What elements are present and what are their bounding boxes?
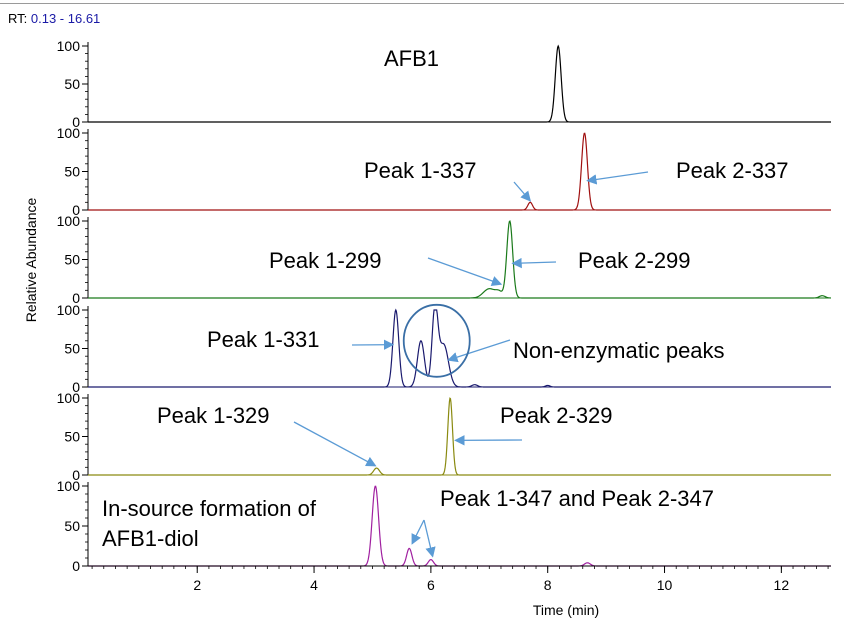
annotation-arrow	[411, 519, 425, 545]
panel-m337: 0 50 100 Peak 1-337 Peak 2-337	[57, 125, 831, 218]
rt-label: RT:	[8, 11, 28, 26]
y-tick-label: 0	[72, 114, 80, 130]
y-tick-label: 50	[64, 76, 80, 92]
annotation-label: Peak 1-331	[207, 327, 320, 352]
y-tick-label: 50	[64, 252, 80, 268]
trace-m299	[88, 220, 832, 299]
panel-m347: 0 50 100 In-source formation of AFB1-diol Pea…	[57, 478, 831, 574]
annotation-arrow	[586, 171, 649, 185]
y-tick-label: 0	[72, 379, 80, 395]
y-tick-label: 100	[57, 38, 81, 54]
x-tick-label: 4	[310, 577, 318, 593]
x-tick-label: 10	[657, 577, 673, 593]
annotation-label: In-source formation of	[102, 496, 317, 521]
y-tick-label: 100	[57, 302, 81, 318]
panels-group: 0 50 100 AFB1 0 50 100 Peak 1-337 Peak 2-337 0 50 1…	[57, 38, 832, 574]
annotation-label: AFB1	[384, 46, 439, 71]
rt-header: RT: 0.13 - 16.61	[8, 11, 100, 26]
rt-range: 0.13 - 16.61	[30, 11, 101, 26]
y-tick-label: 0	[72, 290, 80, 306]
annotation-arrow	[511, 257, 557, 269]
y-tick-label: 50	[64, 518, 80, 534]
annotation-arrow	[427, 257, 503, 286]
annotation-label: Peak 2-329	[500, 403, 613, 428]
y-tick-label: 50	[64, 429, 80, 445]
trace-afb1	[88, 44, 831, 123]
annotation-arrow	[293, 421, 377, 467]
x-axis: 2 4 6 8 10 12	[88, 565, 831, 593]
y-tick-label: 100	[57, 478, 81, 494]
panel-m299: 0 50 100 Peak 1-299 Peak 2-299	[57, 213, 832, 306]
annotation-arrow	[513, 181, 532, 202]
annotation-label: AFB1-diol	[102, 526, 199, 551]
annotation-label: Peak 1-337	[364, 158, 477, 183]
x-tick-label: 12	[774, 577, 790, 593]
non-enzymatic-circle	[402, 303, 471, 378]
trace-m337	[88, 132, 831, 211]
annotation-label: Peak 1-347 and Peak 2-347	[440, 486, 714, 511]
annotation-label: Peak 1-329	[157, 403, 270, 428]
x-tick-label: 2	[193, 577, 201, 593]
annotation-label: Peak 2-299	[578, 248, 691, 273]
x-tick-label: 6	[427, 577, 435, 593]
panel-afb1: 0 50 100 AFB1	[57, 38, 831, 130]
x-axis-label: Time (min)	[533, 602, 599, 618]
trace-m331	[88, 308, 831, 388]
panel-m331: 0 50 100 Peak 1-331 Non-enzymatic peaks	[57, 302, 831, 395]
annotation-label: Peak 1-299	[269, 248, 382, 273]
y-tick-label: 0	[72, 558, 80, 574]
y-tick-label: 50	[64, 341, 80, 357]
panel-m329: 0 50 100 Peak 1-329 Peak 2-329	[57, 390, 831, 483]
annotation-label: Peak 2-337	[676, 158, 789, 183]
y-tick-label: 0	[72, 467, 80, 483]
annotation-arrow	[423, 519, 436, 558]
y-tick-label: 100	[57, 125, 81, 141]
y-tick-label: 100	[57, 213, 81, 229]
y-tick-label: 50	[64, 164, 80, 180]
trace-m329	[88, 397, 831, 476]
y-axis-label: Relative Abundance	[23, 198, 39, 323]
y-tick-label: 0	[72, 202, 80, 218]
annotation-label: Non-enzymatic peaks	[513, 338, 725, 363]
y-tick-label: 100	[57, 390, 81, 406]
x-tick-label: 8	[544, 577, 552, 593]
annotation-arrow	[447, 339, 511, 363]
